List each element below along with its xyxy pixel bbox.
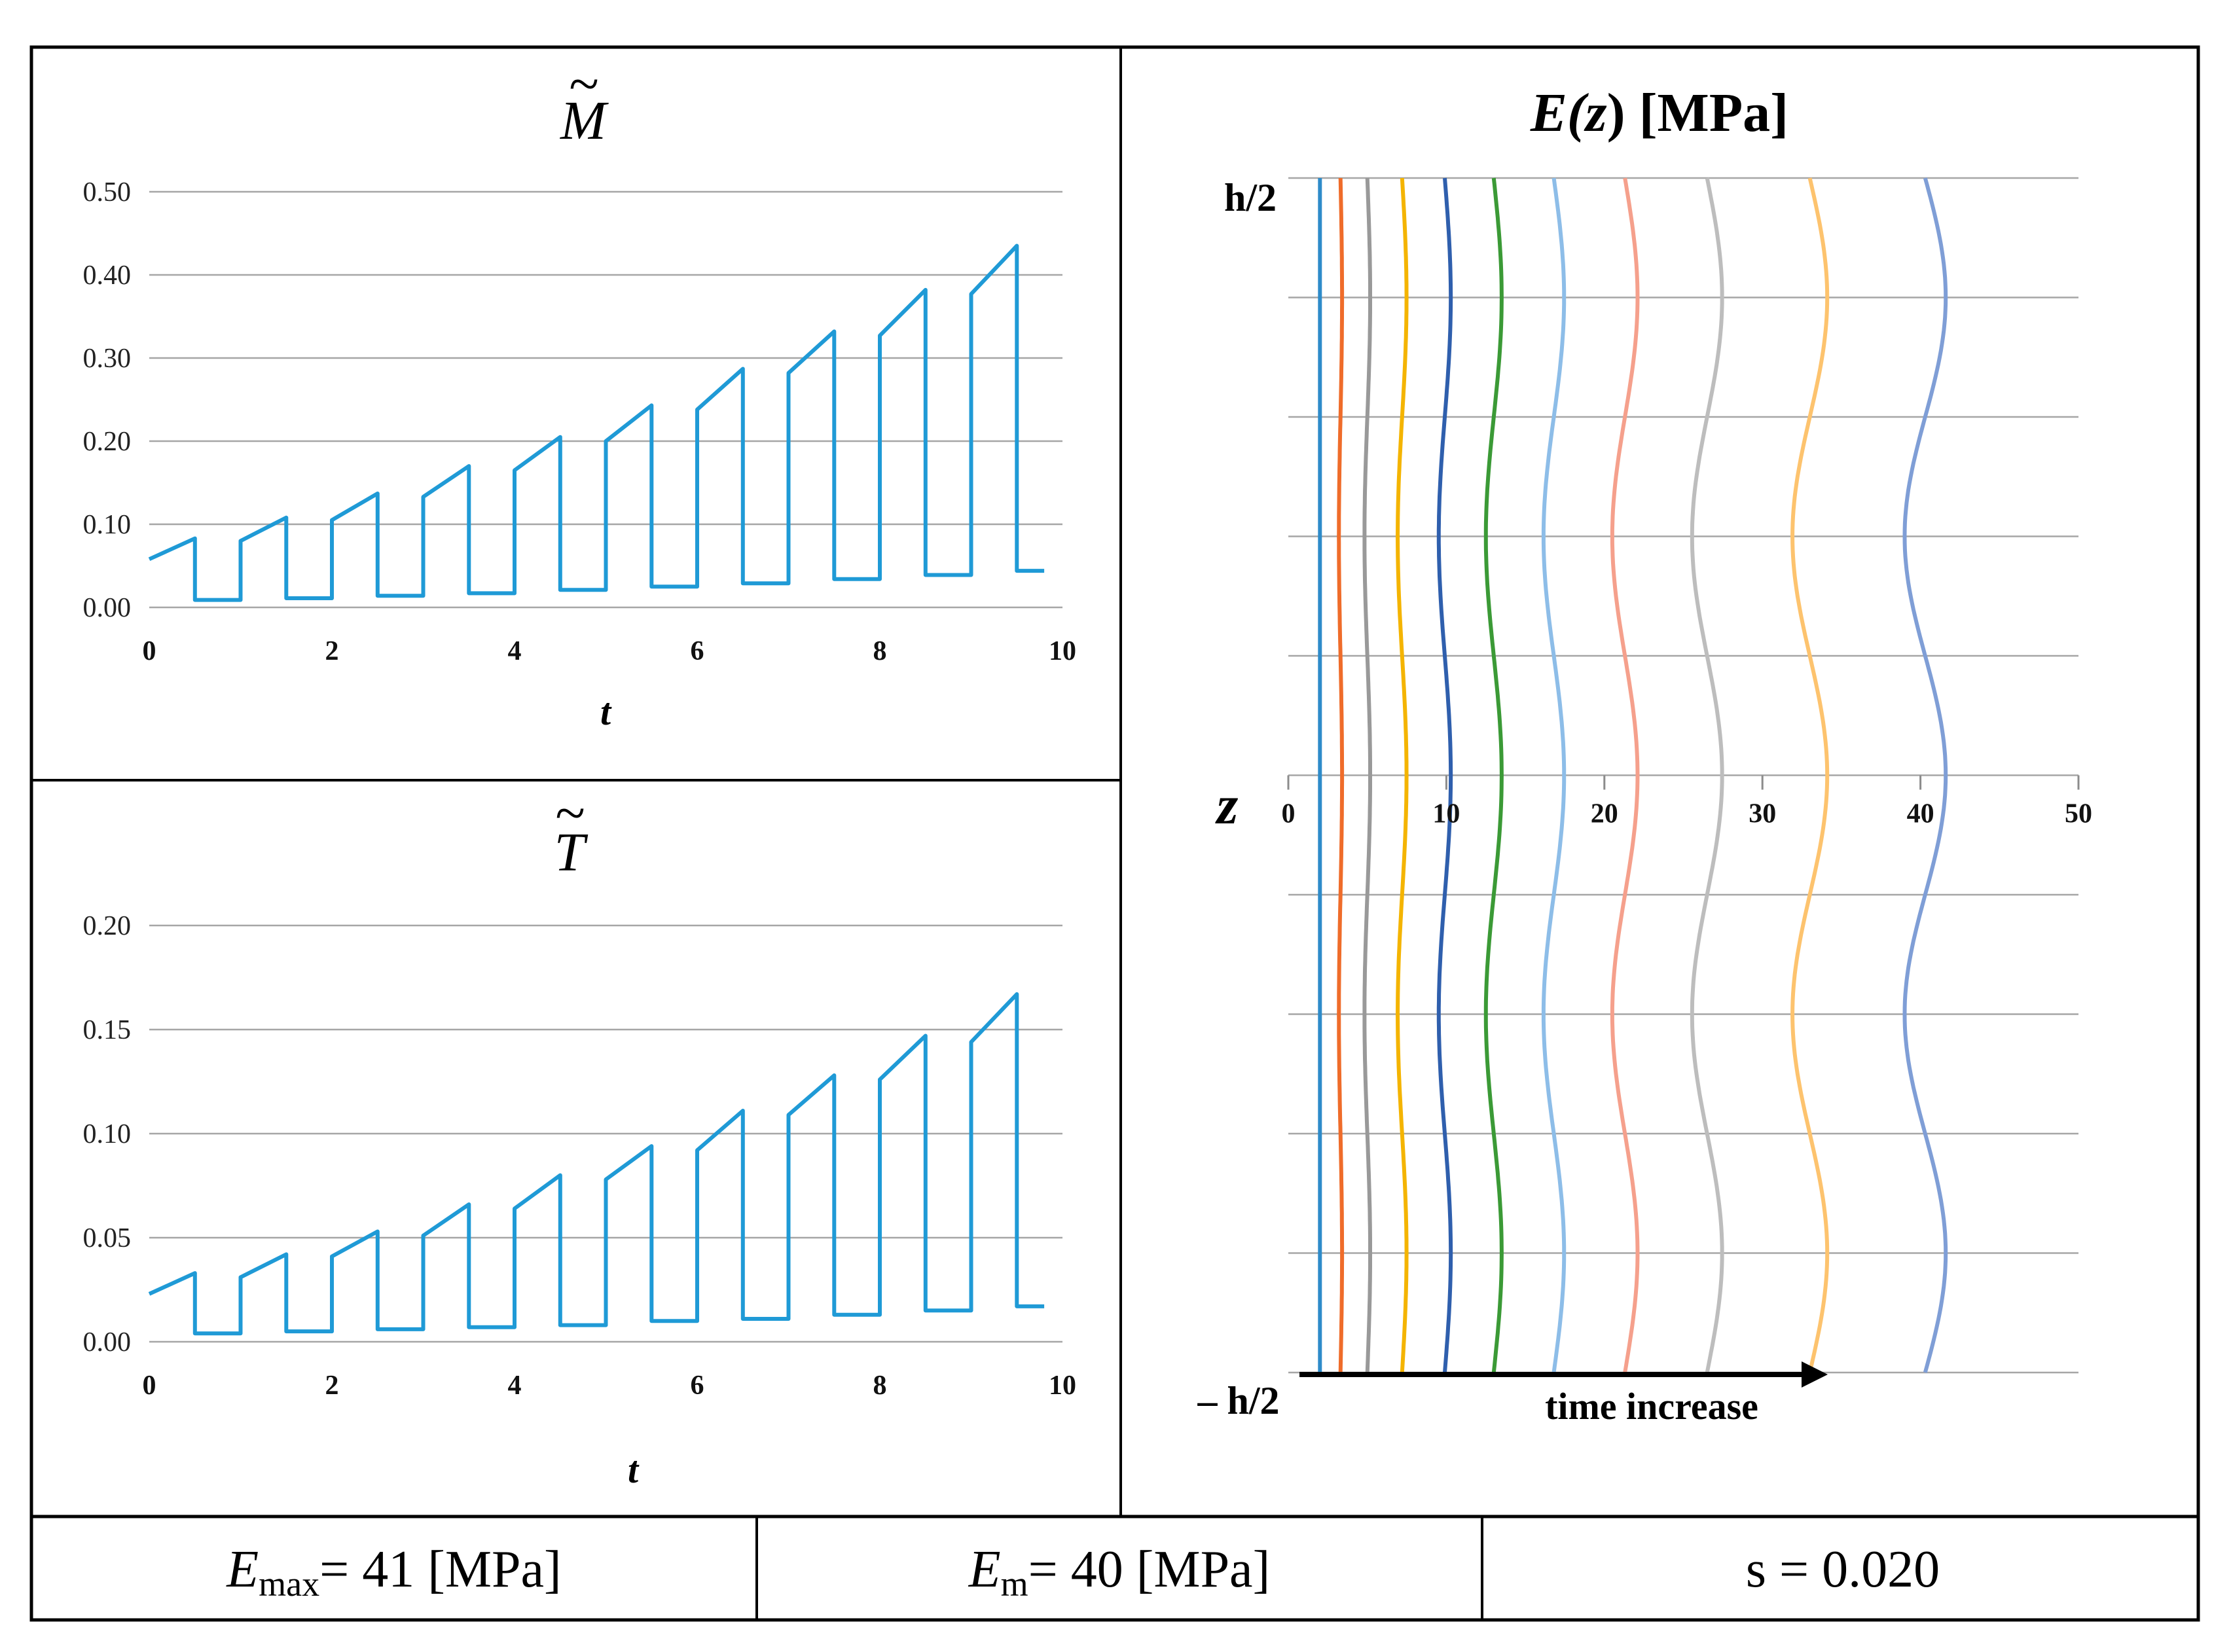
- chart-t-x-label: t: [628, 1448, 640, 1491]
- chart-e-curves: [1318, 177, 1948, 1373]
- footer-em-sub: m: [1001, 1564, 1028, 1604]
- chart-e-curve: [1483, 177, 1504, 1373]
- footer-em: Em= 40 [MPa]: [968, 1541, 1270, 1604]
- chart-m-y-ticks: 0.00 0.10 0.20 0.30 0.40 0.50: [83, 177, 132, 623]
- chart-e-curve: [1362, 177, 1372, 1373]
- footer-s: s = 0.020: [1746, 1541, 1940, 1598]
- chart-e-title-prefix: E(: [1530, 82, 1589, 143]
- footer-emax-sub: max: [259, 1564, 319, 1604]
- chart-e-curve: [1337, 177, 1345, 1373]
- chart-e-x-tick-label: 20: [1591, 799, 1618, 829]
- chart-t-x-tick-label: 8: [873, 1371, 887, 1401]
- chart-m-x-tick-label: 6: [691, 636, 704, 666]
- chart-e-curve: [1790, 177, 1830, 1373]
- chart-t-title-accent: ~: [554, 783, 584, 844]
- chart-m-x-ticks: 0 2 4 6 8 10: [143, 636, 1077, 666]
- chart-e-of-z: E(z) [MPa] 0 10 20 30 40 50 z h/2 – h/2 time …: [1197, 82, 2092, 1428]
- chart-m-series-line: [148, 243, 1045, 602]
- chart-e-curve: [1902, 177, 1948, 1373]
- chart-t-y-tick-label: 0.05: [83, 1223, 132, 1253]
- chart-t-x-tick-label: 2: [325, 1371, 339, 1401]
- chart-t-y-tick-label: 0.20: [83, 911, 132, 941]
- chart-e-curve: [1436, 177, 1453, 1373]
- chart-m-y-tick-label: 0.30: [83, 344, 132, 374]
- chart-e-curve: [1690, 177, 1724, 1373]
- figure-frame: [29, 45, 2200, 1518]
- chart-e-curve: [1610, 177, 1640, 1373]
- chart-m-x-tick-label: 2: [325, 636, 339, 666]
- chart-m-y-tick-label: 0.50: [83, 177, 132, 207]
- chart-m-y-tick-label: 0.20: [83, 427, 132, 457]
- chart-m-title-accent: ~: [568, 54, 598, 115]
- chart-t-y-tick-label: 0.00: [83, 1327, 132, 1357]
- footer-emax-symbol: E: [226, 1541, 259, 1598]
- chart-e-curve: [1395, 177, 1409, 1373]
- chart-m-x-label: t: [600, 691, 612, 733]
- chart-m-x-tick-label: 0: [143, 636, 156, 666]
- chart-m-x-tick-label: 4: [508, 636, 522, 666]
- chart-t-x-ticks: 0 2 4 6 8 10: [143, 1371, 1077, 1401]
- time-increase-arrowhead: [1802, 1361, 1828, 1388]
- chart-e-x-tick-label: 30: [1749, 799, 1776, 829]
- chart-t-x-tick-label: 10: [1049, 1371, 1076, 1401]
- chart-e-y-label: z: [1215, 775, 1239, 836]
- chart-t-y-tick-label: 0.15: [83, 1015, 132, 1045]
- chart-m-title: M: [560, 90, 609, 151]
- chart-m-x-tick-label: 10: [1049, 636, 1076, 666]
- chart-t-title: T: [554, 822, 589, 883]
- chart-m-x-tick-label: 8: [873, 636, 887, 666]
- chart-e-x-tick-label: 0: [1282, 799, 1296, 829]
- chart-e-title-var: z: [1584, 82, 1607, 143]
- chart-m-y-tick-label: 0.40: [83, 260, 132, 291]
- chart-e-title-suffix: ) [MPa]: [1607, 82, 1789, 143]
- chart-t-series-line: [148, 992, 1045, 1336]
- time-increase-label: time increase: [1545, 1385, 1758, 1428]
- chart-e-x-tick-label: 50: [2065, 799, 2092, 829]
- chart-e-x-ticks: 0 10 20 30 40 50: [1282, 775, 2092, 829]
- chart-t-y-ticks: 0.00 0.05 0.10 0.15 0.20: [83, 911, 132, 1357]
- footer-emax: Emax= 41 [MPa]: [226, 1541, 561, 1604]
- chart-t-x-tick-label: 6: [691, 1371, 704, 1401]
- chart-e-x-tick-label: 10: [1432, 799, 1460, 829]
- chart-e-y-bottom-label: – h/2: [1197, 1379, 1279, 1422]
- footer-em-value: = 40 [MPa]: [1028, 1541, 1271, 1598]
- chart-m-tilde: ~ M 0.00 0.10 0.20 0.30 0.40 0.50 0 2 4 6 8 10 t: [83, 54, 1077, 733]
- footer-table: [29, 1515, 2200, 1622]
- chart-e-curve: [1541, 177, 1567, 1373]
- chart-t-tilde: ~ T 0.00 0.05 0.10 0.15 0.20 0 2 4 6 8 10 t: [83, 783, 1077, 1491]
- chart-t-y-tick-label: 0.10: [83, 1119, 132, 1149]
- chart-e-y-top-label: h/2: [1224, 176, 1277, 219]
- chart-e-title: E(z) [MPa]: [1530, 82, 1788, 143]
- chart-t-x-tick-label: 0: [143, 1371, 156, 1401]
- footer-em-symbol: E: [968, 1541, 1001, 1598]
- chart-m-y-tick-label: 0.10: [83, 510, 132, 540]
- chart-m-y-tick-label: 0.00: [83, 593, 132, 623]
- footer-emax-value: = 41 [MPa]: [319, 1541, 562, 1598]
- chart-t-x-tick-label: 4: [508, 1371, 522, 1401]
- chart-e-x-tick-label: 40: [1907, 799, 1934, 829]
